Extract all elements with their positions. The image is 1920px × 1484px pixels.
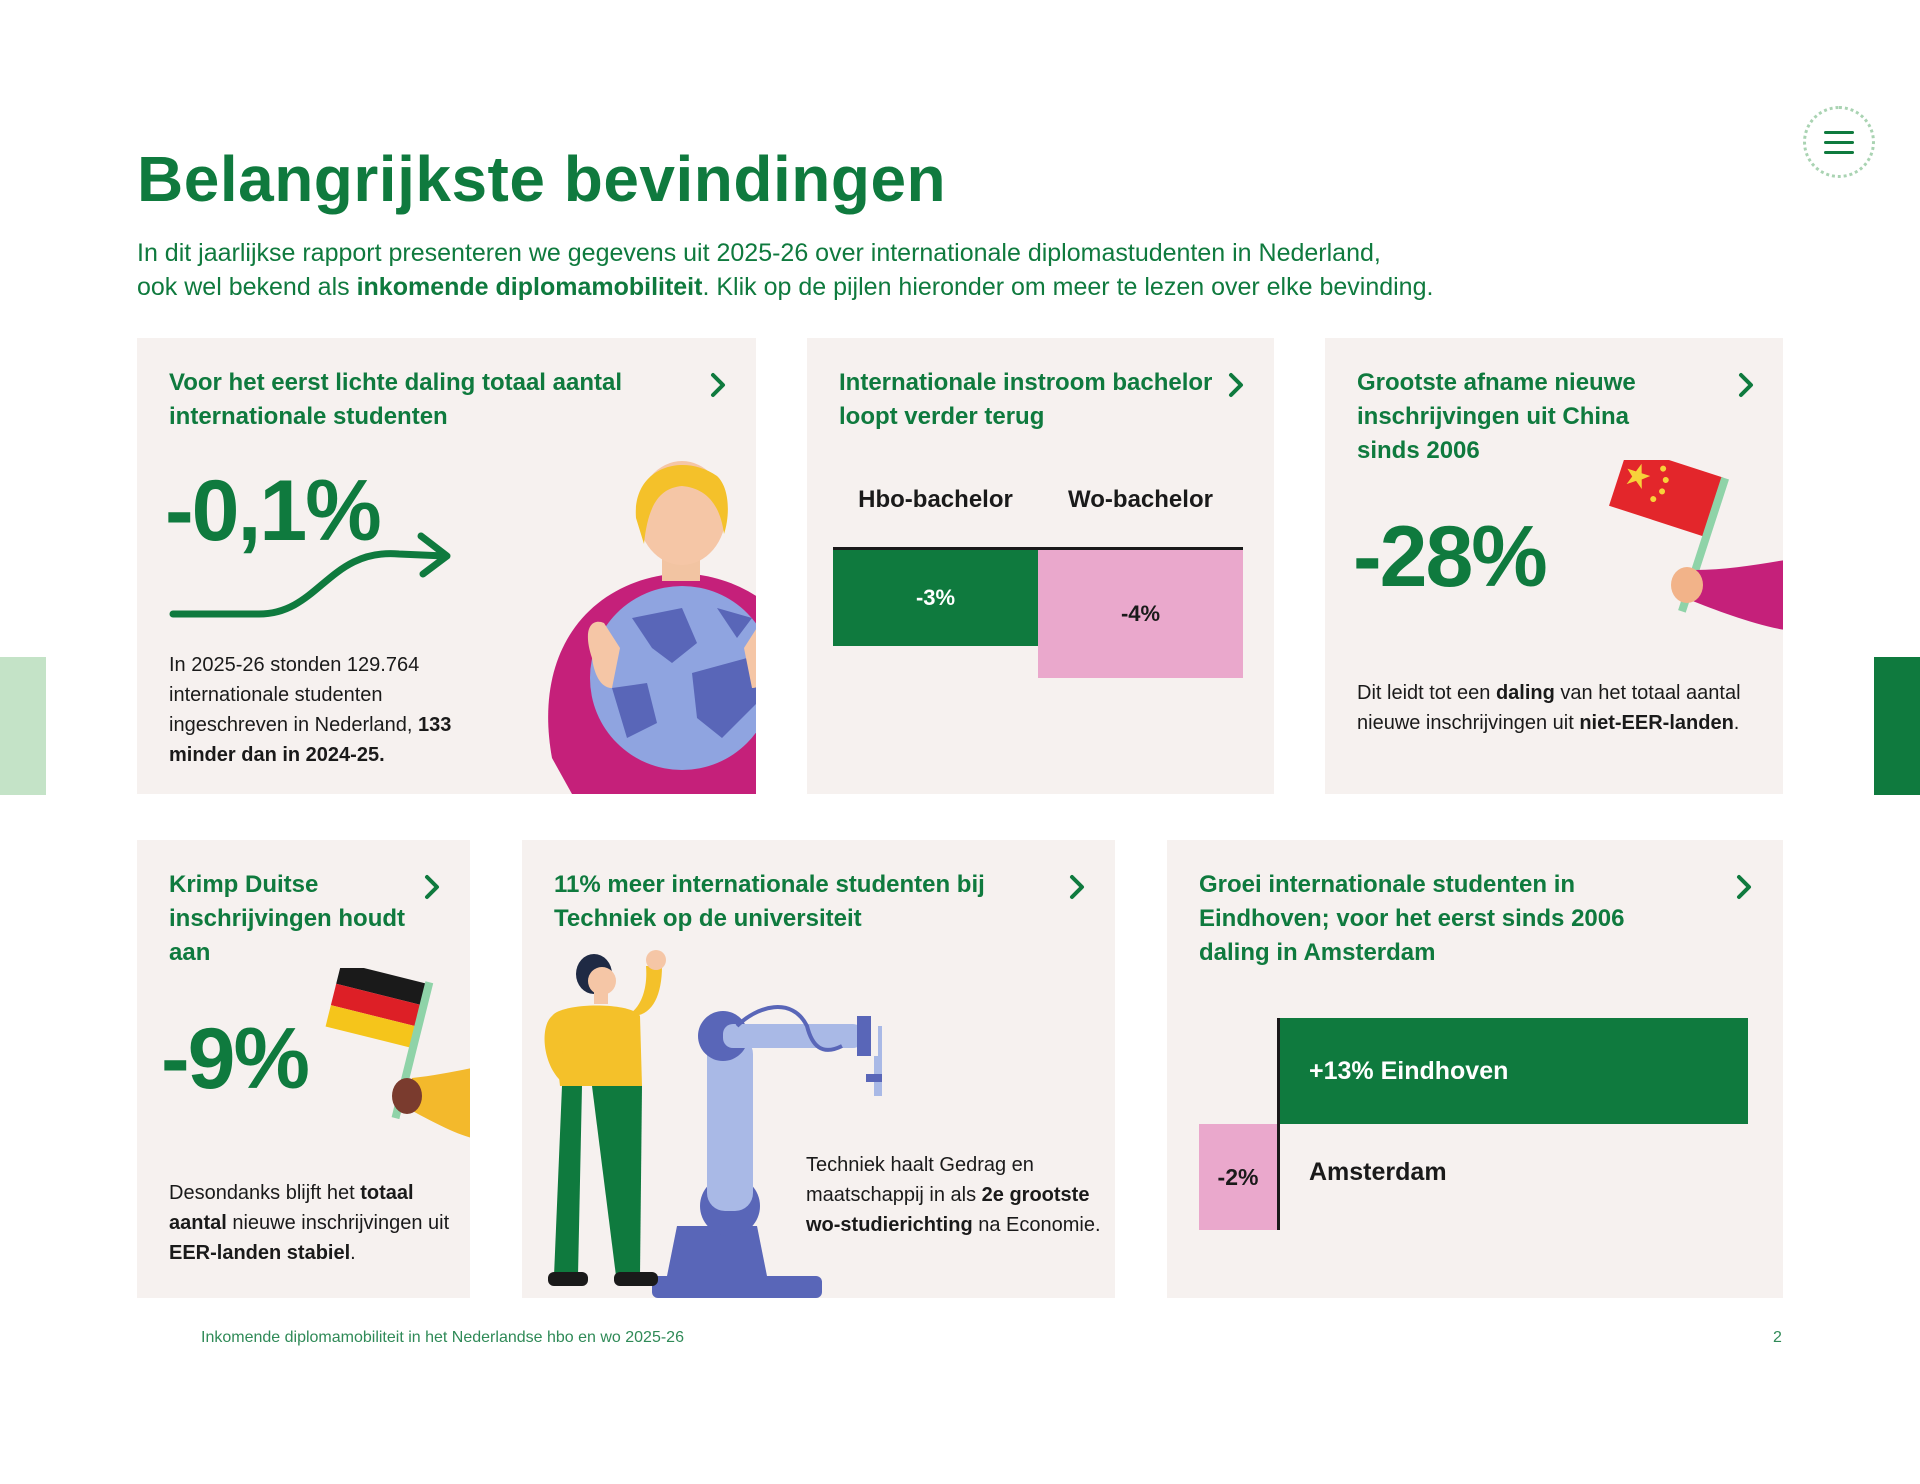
chevron-right-icon[interactable] (1223, 372, 1249, 398)
desc-part: Desondanks blijft het (169, 1182, 361, 1204)
card-china: Grootste afname nieuwe inschrijvingen ui… (1325, 338, 1783, 794)
intro-line-2-bold: inkomende diplomamobiliteit (356, 273, 703, 301)
card-germany: Krimp Duitse inschrijvingen houdt aan -9… (137, 840, 470, 1298)
bar-hbo-bachelor: -3% (833, 550, 1038, 646)
chevron-right-icon[interactable] (1064, 874, 1090, 900)
desc-part: van het totaal aantal nieuwe inschrijvin… (1357, 682, 1741, 734)
footer-text: Inkomende diplomamobiliteit in het Neder… (201, 1329, 684, 1346)
big-value: -9% (161, 1011, 310, 1107)
card-description: In 2025-26 stonden 129.764 international… (169, 650, 489, 770)
card-title: Groei internationale studenten in Eindho… (1199, 871, 1625, 966)
bar-eindhoven: +13% Eindhoven (1280, 1018, 1748, 1124)
desc-part: . (1733, 712, 1740, 734)
desc-part: nieuwe inschrijvingen uit (226, 1212, 450, 1234)
desc-bold: EER-landen stabiel (169, 1242, 351, 1264)
card-description: Dit leidt tot een daling van het totaal … (1357, 678, 1757, 738)
card-title: 11% meer internationale studenten bij Te… (554, 871, 985, 932)
desc-part: Dit leidt tot een (1357, 682, 1496, 704)
card-techniek: 11% meer internationale studenten bij Te… (522, 840, 1115, 1298)
chevron-right-icon[interactable] (705, 372, 731, 398)
desc-part: . (350, 1242, 356, 1264)
intro-text: In dit jaarlijkse rapport presenteren we… (137, 236, 1557, 304)
card-total-students: Voor het eerst lichte daling totaal aant… (137, 338, 756, 794)
column-label-hbo: Hbo-bachelor (858, 486, 1013, 513)
page-title: Belangrijkste bevindingen (137, 143, 947, 215)
page-number: 2 (1773, 1329, 1782, 1346)
desc-bold: daling (1495, 682, 1555, 704)
intro-line-2-post: . Klik op de pijlen hieronder om meer te… (702, 273, 1434, 301)
column-label-wo: Wo-bachelor (1068, 486, 1213, 513)
card-description: Desondanks blijft het totaal aantal nieu… (169, 1178, 459, 1268)
desc-part: In 2025-26 stonden 129.764 international… (169, 654, 420, 736)
card-title: Voor het eerst lichte daling totaal aant… (169, 369, 622, 430)
card-cities: Groei internationale studenten in Eindho… (1167, 840, 1783, 1298)
big-value: -0,1% (165, 463, 382, 559)
menu-icon[interactable] (1803, 106, 1875, 178)
china-flag-icon (1609, 460, 1783, 630)
desc-bold: 2e grootste wo-studierichting (806, 1184, 1090, 1236)
desc-part: Techniek haalt Gedrag en maatschappij in… (806, 1154, 1034, 1206)
chevron-right-icon[interactable] (1733, 372, 1759, 398)
card-description: Techniek haalt Gedrag en maatschappij in… (806, 1150, 1106, 1240)
card-title: Grootste afname nieuwe inschrijvingen ui… (1357, 369, 1636, 464)
curved-arrow-icon (169, 532, 451, 618)
intro-line-2-pre: ook wel bekend als (137, 273, 357, 301)
label-amsterdam: Amsterdam (1309, 1158, 1447, 1186)
side-tab-right[interactable] (1874, 657, 1920, 795)
bar-amsterdam: -2% (1199, 1124, 1277, 1230)
side-tab-left[interactable] (0, 657, 46, 795)
chevron-right-icon[interactable] (1731, 874, 1757, 900)
desc-bold: totaal aantal (169, 1182, 414, 1234)
bar-wo-bachelor: -4% (1038, 550, 1243, 678)
bar-baseline (833, 547, 1243, 550)
card-bachelor: Internationale instroom bachelor loopt v… (807, 338, 1274, 794)
chevron-right-icon[interactable] (419, 874, 445, 900)
person-robot-arm-illustration (544, 950, 882, 1298)
card-title: Internationale instroom bachelor loopt v… (839, 369, 1213, 430)
card-title: Krimp Duitse inschrijvingen houdt aan (169, 871, 406, 966)
desc-bold: 133 minder dan in 2024-25. (169, 714, 452, 766)
person-globe-illustration (548, 461, 756, 794)
intro-line-1: In dit jaarlijkse rapport presenteren we… (137, 239, 1381, 267)
bar-axis (1277, 1018, 1280, 1230)
big-value: -28% (1353, 509, 1548, 605)
desc-part: na Economie. (972, 1214, 1101, 1236)
germany-flag-icon (325, 968, 470, 1138)
desc-bold: niet-EER-landen (1579, 712, 1734, 734)
